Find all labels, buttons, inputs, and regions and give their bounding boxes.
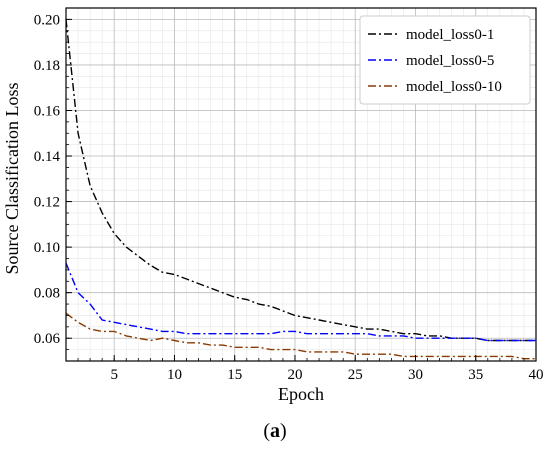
y-axis-title: Source Classification Loss (2, 83, 22, 275)
x-tick-label: 30 (408, 367, 423, 383)
series-line-model_loss0-10 (65, 312, 536, 360)
x-tick-label: 35 (468, 367, 483, 383)
caption-letter: a (270, 420, 280, 442)
plot-frame (65, 7, 537, 362)
x-tick-label: 15 (227, 367, 242, 383)
caption-open-paren: ( (263, 420, 270, 442)
x-tick-label: 25 (348, 367, 363, 383)
x-tick-label: 20 (287, 367, 302, 383)
legend-label: model_loss0-10 (406, 79, 502, 95)
legend-box (359, 15, 531, 105)
y-tick-label: 0.06 (34, 331, 61, 347)
y-tick-label: 0.12 (34, 195, 60, 211)
legend-label: model_loss0-1 (406, 27, 494, 43)
y-tick-label: 0.16 (34, 103, 61, 119)
loss-chart: 5 10 15 20 25 30 35 40 0.06 0.08 0.10 0.12 0.14 0.16 0… (2, 7, 544, 404)
legend-label: model_loss0-5 (406, 53, 494, 69)
y-tick-label: 0.18 (34, 58, 60, 74)
legend: model_loss0-1 model_loss0-5 model_loss0-10 (359, 15, 531, 105)
x-tick-label: 40 (529, 367, 544, 383)
grid (65, 7, 537, 362)
y-tick-label: 0.08 (34, 286, 60, 302)
series-line-model_loss0-5 (65, 262, 536, 342)
y-tick-label: 0.20 (34, 12, 60, 28)
figure-caption: (a) (0, 420, 550, 443)
x-axis-title: Epoch (278, 384, 324, 404)
series-line-model_loss0-1 (65, 19, 536, 342)
x-tick-label: 5 (110, 367, 118, 383)
y-tick-label: 0.10 (34, 240, 60, 256)
axis-ticks: 5 10 15 20 25 30 35 40 0.06 0.08 0.10 0.12 0.14 0.16 0… (34, 7, 544, 383)
caption-close-paren: ) (280, 420, 287, 442)
y-tick-label: 0.14 (34, 149, 61, 165)
x-tick-label: 10 (167, 367, 182, 383)
series-lines (65, 19, 536, 360)
